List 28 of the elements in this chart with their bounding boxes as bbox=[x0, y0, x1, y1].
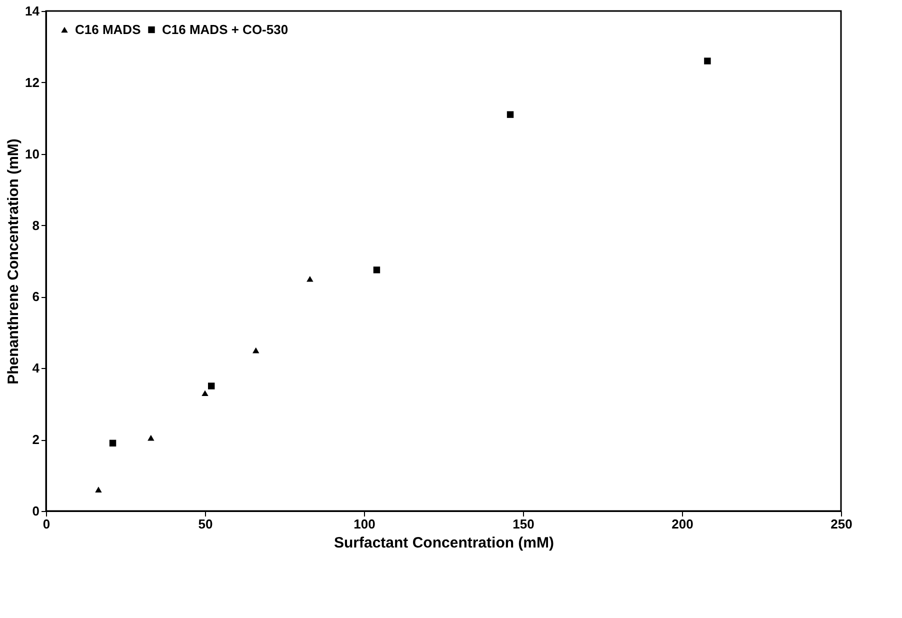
y-tick-label: 0 bbox=[32, 504, 40, 518]
x-tick-label: 50 bbox=[198, 516, 213, 532]
point bbox=[208, 382, 215, 390]
point bbox=[252, 347, 260, 354]
point bbox=[506, 111, 514, 118]
y-tick-label: 14 bbox=[25, 4, 40, 18]
point bbox=[306, 276, 314, 282]
point bbox=[373, 266, 380, 274]
x-tick-label: 0 bbox=[42, 516, 50, 532]
x-tick-label: 100 bbox=[354, 516, 376, 532]
x-axis-title: Surfactant Concentration (mM) bbox=[334, 534, 554, 552]
y-tick-label: 2 bbox=[32, 432, 40, 448]
legend-label: C16 MADS bbox=[75, 22, 142, 37]
y-tick-label: 8 bbox=[32, 218, 40, 233]
point bbox=[704, 58, 711, 64]
point bbox=[148, 434, 154, 441]
legend-label: C16 MADS + CO-530 bbox=[162, 22, 288, 37]
y-axis-title: Phenanthrene Concentration (mM) bbox=[5, 138, 22, 384]
y-tick-label: 6 bbox=[32, 289, 40, 304]
y-tick-label: 10 bbox=[25, 146, 40, 162]
point bbox=[95, 486, 102, 492]
point bbox=[202, 390, 208, 396]
x-tick-label: 150 bbox=[512, 516, 534, 532]
x-tick-label: 250 bbox=[830, 516, 852, 532]
y-tick-label: 12 bbox=[25, 74, 40, 90]
x-tick-label: 200 bbox=[672, 516, 694, 532]
y-tick-label: 4 bbox=[32, 360, 40, 376]
point bbox=[109, 440, 116, 446]
